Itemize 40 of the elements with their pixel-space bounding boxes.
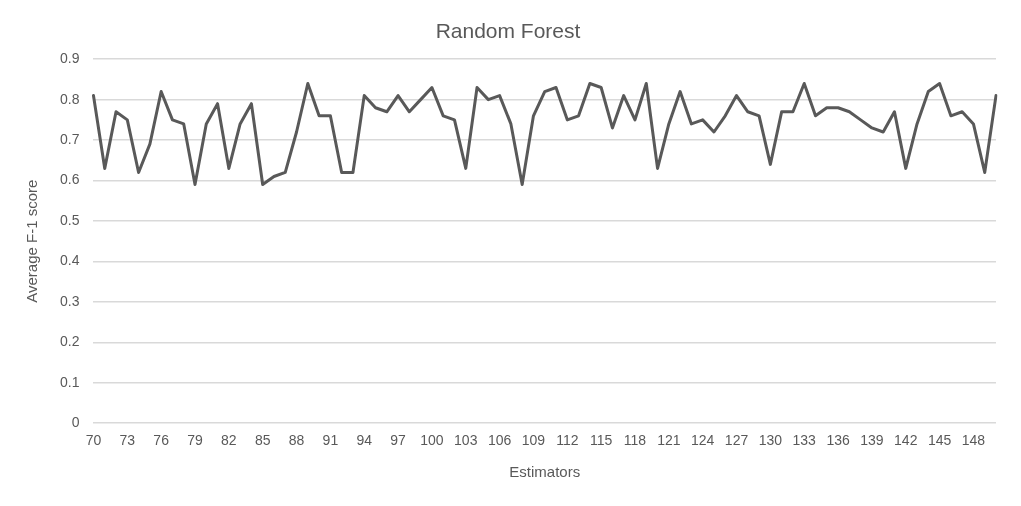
- x-tick-label: 97: [390, 432, 407, 449]
- x-tick-label: 106: [487, 432, 512, 449]
- x-tick-label: 82: [221, 432, 237, 449]
- x-tick-label: 91: [322, 432, 339, 449]
- x-tick-label: 100: [420, 432, 444, 449]
- y-axis-title: Average F-1 score: [23, 179, 41, 303]
- x-tick-label: 85: [254, 432, 271, 449]
- x-tick-label: 70: [85, 432, 102, 449]
- x-tick-label: 136: [826, 432, 850, 449]
- y-tick-label: 0.5: [59, 211, 80, 228]
- x-axis-title: Estimators: [509, 463, 581, 481]
- y-tick-label: 0.7: [59, 130, 80, 147]
- x-tick-label: 115: [589, 432, 613, 449]
- y-tick-label: 0.4: [59, 252, 80, 269]
- x-tick-label: 133: [792, 432, 817, 449]
- x-tick-label: 109: [521, 432, 546, 449]
- x-tick-label: 145: [927, 432, 952, 449]
- y-tick-label: 0.2: [59, 333, 80, 350]
- x-tick-label: 142: [894, 432, 918, 449]
- x-tick-label: 148: [961, 432, 986, 449]
- x-tick-label: 112: [556, 432, 579, 449]
- x-tick-label: 76: [153, 432, 170, 449]
- x-tick-label: 73: [119, 432, 136, 449]
- x-tick-label: 88: [288, 432, 305, 449]
- y-tick-label: 0.8: [59, 90, 80, 107]
- x-tick-label: 121: [657, 432, 681, 449]
- x-tick-label: 124: [691, 432, 715, 449]
- y-tick-label: 0.3: [59, 292, 80, 309]
- y-tick-label: 0: [71, 414, 80, 431]
- x-tick-label: 94: [356, 432, 373, 449]
- x-tick-label: 79: [187, 432, 203, 449]
- chart-title: Random Forest: [435, 19, 581, 43]
- y-tick-label: 0.6: [59, 171, 80, 188]
- x-tick-label: 103: [454, 432, 478, 449]
- x-tick-label: 118: [623, 432, 647, 449]
- y-tick-label: 0.9: [59, 50, 80, 67]
- x-tick-label: 139: [860, 432, 884, 449]
- y-tick-label: 0.1: [59, 373, 80, 390]
- x-tick-label: 127: [724, 432, 749, 449]
- x-tick-label: 130: [758, 432, 783, 449]
